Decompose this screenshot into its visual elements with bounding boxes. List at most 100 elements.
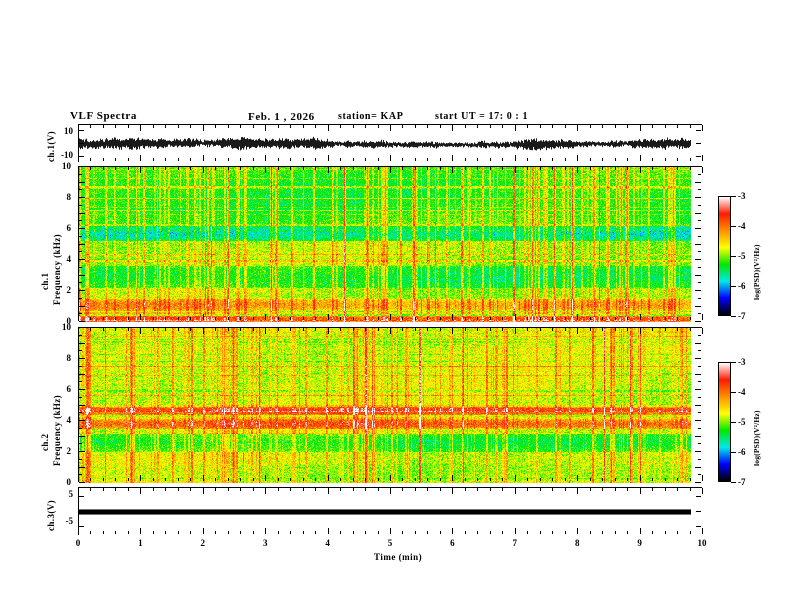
axis-tick	[565, 531, 566, 534]
axis-tick	[490, 317, 491, 320]
axis-tick	[515, 488, 516, 494]
axis-tick	[265, 167, 266, 173]
axis-tick	[103, 317, 104, 320]
axis-tick	[552, 125, 553, 128]
axis-tick	[153, 328, 154, 331]
axis-tick-label: -7	[738, 311, 746, 321]
axis-tick-label: 0	[66, 477, 72, 487]
axis-tick	[695, 327, 701, 328]
axis-tick	[698, 267, 701, 268]
axis-tick	[702, 314, 703, 320]
axis-tick-label: 1	[138, 538, 143, 548]
axis-tick	[253, 328, 254, 331]
axis-tick	[695, 228, 701, 229]
axis-tick-label: 10	[62, 322, 71, 332]
axis-tick	[590, 158, 591, 161]
axis-tick	[215, 158, 216, 161]
axis-tick	[90, 328, 91, 331]
axis-tick	[690, 167, 691, 170]
axis-tick	[79, 267, 82, 268]
axis-tick	[315, 328, 316, 331]
axis-tick	[178, 125, 179, 128]
axis-tick-label: -6	[738, 447, 746, 457]
axis-tick	[103, 531, 104, 534]
axis-tick	[253, 158, 254, 161]
axis-tick	[452, 475, 453, 481]
axis-tick	[695, 482, 701, 483]
axis-tick-label: 8	[66, 192, 72, 202]
axis-tick	[665, 125, 666, 128]
axis-tick	[490, 158, 491, 161]
axis-tick	[690, 158, 691, 161]
axis-tick	[698, 282, 701, 283]
axis-tick	[640, 125, 641, 131]
axis-tick	[79, 467, 85, 468]
colorbar-ch1	[718, 196, 731, 316]
axis-tick	[303, 317, 304, 320]
axis-tick	[240, 167, 241, 170]
page-title: VLF Spectra	[70, 110, 137, 122]
axis-tick	[353, 167, 354, 170]
axis-tick	[153, 488, 154, 491]
axis-tick	[265, 488, 266, 494]
axis-tick	[565, 167, 566, 170]
axis-tick	[477, 158, 478, 161]
axis-tick	[190, 531, 191, 534]
axis-tick	[665, 478, 666, 481]
axis-tick	[178, 328, 179, 331]
axis-tick	[328, 155, 329, 161]
axis-tick	[340, 317, 341, 320]
axis-tick	[79, 496, 84, 497]
axis-tick	[702, 475, 703, 481]
axis-tick	[79, 374, 85, 375]
axis-tick	[103, 478, 104, 481]
axis-tick	[140, 528, 141, 534]
axis-tick	[540, 167, 541, 170]
axis-tick	[415, 531, 416, 534]
axis-tick	[215, 125, 216, 128]
axis-tick-label: -4	[738, 387, 746, 397]
axis-tick	[731, 362, 736, 363]
x-axis-title: Time (min)	[374, 552, 423, 562]
axis-tick	[696, 526, 701, 527]
axis-tick	[677, 167, 678, 170]
axis-tick	[695, 259, 701, 260]
axis-tick	[303, 488, 304, 491]
axis-tick	[290, 167, 291, 170]
axis-tick	[79, 282, 82, 283]
axis-tick	[79, 420, 85, 421]
axis-tick	[79, 313, 82, 314]
axis-tick	[78, 528, 79, 534]
axis-tick	[103, 167, 104, 170]
ch1-ytick-pos: 10	[64, 126, 73, 136]
axis-tick	[79, 306, 85, 307]
axis-tick	[90, 488, 91, 491]
axis-tick	[78, 167, 79, 173]
axis-tick	[427, 328, 428, 331]
axis-tick	[698, 298, 701, 299]
axis-tick	[140, 314, 141, 320]
axis-tick	[690, 531, 691, 534]
axis-tick-label: 5	[387, 538, 393, 548]
axis-tick	[278, 328, 279, 331]
axis-tick	[640, 488, 641, 494]
axis-tick	[577, 125, 578, 131]
axis-tick	[502, 125, 503, 128]
axis-tick	[365, 531, 366, 534]
axis-tick	[477, 328, 478, 331]
axis-tick	[228, 328, 229, 331]
axis-tick	[253, 125, 254, 128]
axis-tick	[527, 158, 528, 161]
axis-tick	[115, 328, 116, 331]
axis-tick	[103, 125, 104, 128]
axis-tick	[695, 213, 701, 214]
axis-tick	[640, 328, 641, 334]
axis-tick	[228, 478, 229, 481]
axis-tick	[278, 488, 279, 491]
axis-tick	[627, 158, 628, 161]
axis-tick	[378, 328, 379, 331]
axis-tick-label: 6	[450, 538, 455, 548]
axis-tick	[515, 528, 516, 534]
axis-tick	[178, 158, 179, 161]
axis-tick	[79, 381, 82, 382]
